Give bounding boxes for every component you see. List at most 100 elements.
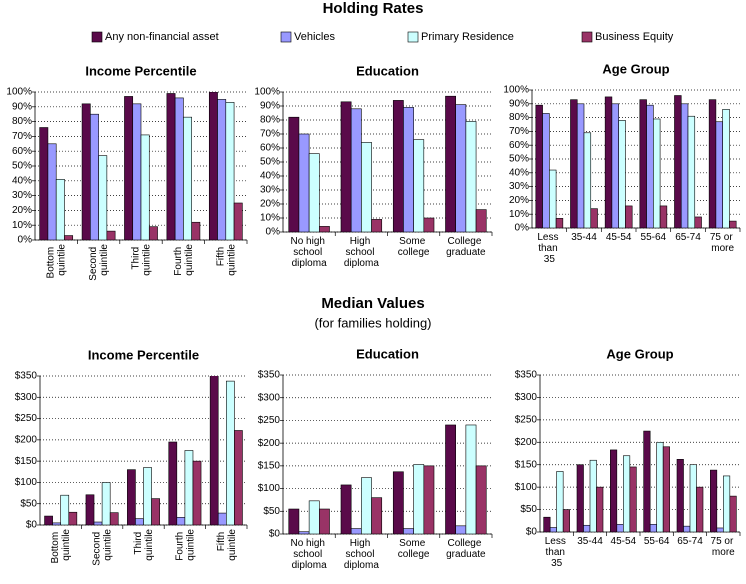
y-tick-label: $0 — [26, 520, 38, 531]
x-tick-label: Fifth quintile — [216, 529, 238, 561]
y-tick-label: 50% — [12, 161, 32, 172]
bar — [680, 103, 689, 228]
x-tick-label: 65-74 — [675, 232, 701, 243]
y-tick-label: 100% — [6, 87, 32, 98]
y-tick-label: $50 — [20, 498, 37, 509]
bar — [543, 516, 551, 532]
bar — [234, 430, 243, 525]
bar — [583, 524, 591, 532]
bar — [135, 518, 144, 525]
bar — [611, 103, 619, 228]
bar — [656, 441, 664, 532]
bar — [319, 508, 330, 534]
bar — [549, 169, 557, 228]
y-tick-label: $100 — [515, 482, 538, 493]
bar — [127, 469, 136, 525]
x-tick-label: High school diploma — [344, 236, 379, 269]
y-tick-label: 0% — [266, 227, 281, 238]
bar — [696, 486, 704, 532]
bar — [98, 155, 108, 240]
y-tick-label: $0 — [526, 527, 538, 538]
bar — [124, 96, 134, 240]
y-tick-label: 70% — [509, 126, 529, 137]
bar — [225, 102, 235, 240]
x-tick-label: Less than 35 — [545, 536, 569, 569]
legend-label: Any non-financial asset — [105, 31, 219, 43]
y-tick-label: 20% — [260, 199, 280, 210]
y-tick-label: 30% — [12, 190, 32, 201]
x-tick-label: 55-64 — [644, 536, 670, 547]
bar — [423, 217, 435, 232]
x-tick-label: 45-54 — [606, 232, 632, 243]
x-tick-label: Third quintile — [133, 529, 155, 561]
y-tick-label: 100% — [254, 87, 280, 98]
bar — [694, 216, 702, 228]
legend-label: Vehicles — [294, 31, 335, 43]
bar — [629, 466, 637, 532]
bar — [556, 471, 564, 532]
bar — [659, 205, 668, 228]
bar — [319, 226, 330, 232]
x-tick-label: No high school diploma — [291, 538, 328, 571]
bar — [475, 209, 487, 232]
bar — [715, 121, 723, 228]
bar — [610, 449, 618, 532]
bar — [392, 471, 404, 534]
bar — [371, 497, 383, 534]
bar — [583, 132, 592, 228]
y-tick-label: $250 — [515, 414, 538, 425]
y-tick-label: $250 — [15, 413, 38, 424]
bar — [643, 430, 651, 532]
y-tick-label: 100% — [503, 85, 529, 96]
x-tick-label: Some college — [398, 538, 430, 560]
y-tick-label: 30% — [509, 181, 529, 192]
x-tick-label: No high school diploma — [291, 236, 328, 269]
bar — [44, 515, 53, 525]
bar — [350, 108, 362, 232]
bar — [174, 97, 184, 240]
bar — [676, 459, 684, 532]
bar — [590, 208, 598, 228]
bar — [716, 527, 724, 532]
bar — [39, 127, 49, 240]
x-tick-label: Second quintile — [88, 244, 110, 281]
y-tick-label: 40% — [12, 175, 32, 186]
chart-title: Education — [356, 346, 419, 361]
y-tick-label: 90% — [12, 101, 32, 112]
bar — [191, 221, 201, 240]
bar — [233, 202, 243, 240]
y-tick-label: 60% — [260, 143, 280, 154]
bar — [308, 500, 320, 534]
chart-title: Age Group — [606, 346, 673, 361]
bar — [445, 95, 456, 232]
x-tick-label: Fourth quintile — [173, 244, 195, 276]
y-tick-label: $0 — [269, 529, 281, 540]
x-tick-label: College graduate — [446, 236, 486, 258]
bar — [562, 509, 570, 532]
bar — [81, 103, 91, 240]
bar — [465, 121, 477, 232]
x-tick-label: 45-54 — [611, 536, 637, 547]
bar — [570, 99, 578, 228]
legend-swatch — [91, 31, 103, 43]
x-tick-label: Third quintile — [131, 244, 153, 276]
legend-label: Business Equity — [595, 31, 674, 43]
bar — [298, 531, 310, 534]
legend-label: Primary Residence — [421, 31, 514, 43]
bar — [596, 486, 604, 532]
bar — [662, 446, 670, 532]
bar — [618, 120, 626, 228]
bar — [576, 464, 584, 532]
y-tick-label: $300 — [515, 392, 538, 403]
bar — [55, 179, 65, 240]
legend-swatch — [407, 31, 419, 43]
bar — [392, 100, 404, 232]
bar — [589, 459, 597, 532]
bar — [85, 494, 95, 525]
y-tick-label: 50% — [509, 154, 529, 165]
chart-title: Income Percentile — [88, 347, 199, 362]
y-tick-label: 30% — [260, 185, 280, 196]
bar — [60, 494, 70, 525]
bar — [47, 143, 57, 240]
bar — [288, 508, 300, 534]
